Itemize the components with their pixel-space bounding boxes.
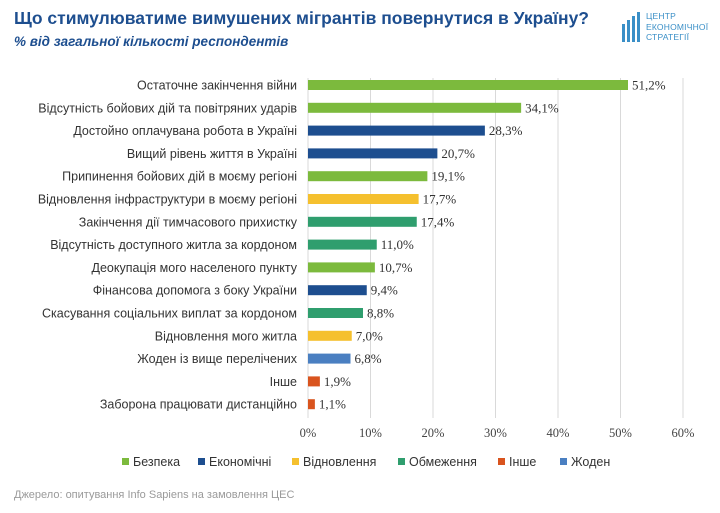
legend-label: Економічні [209,455,271,469]
category-label: Інше [270,375,297,389]
data-label: 10,7% [379,260,413,275]
legend-label: Відновлення [303,455,376,469]
x-tick-label: 10% [359,426,382,440]
data-label: 6,8% [355,351,382,366]
bar [308,399,315,410]
x-tick-label: 20% [422,426,445,440]
category-label: Закінчення дії тимчасового прихистку [79,215,298,229]
x-tick-label: 50% [609,426,632,440]
data-label: 1,9% [324,374,351,389]
logo-line: ЦЕНТР [646,11,676,21]
category-label: Відсутність бойових дій та повітряних уд… [38,101,297,115]
data-label: 51,2% [632,78,666,93]
x-tick-label: 30% [484,426,507,440]
legend-swatch [292,458,299,465]
bar [308,216,417,227]
bar [308,262,375,273]
data-label: 28,3% [489,123,523,138]
data-label: 17,4% [421,214,455,229]
bar [308,353,351,364]
category-label: Скасування соціальних виплат за кордоном [42,307,297,321]
legend-swatch [198,458,205,465]
category-label: Припинення бойових дій в моєму регіоні [62,170,297,184]
data-label: 34,1% [525,100,559,115]
bar [308,194,419,204]
category-label: Відсутність доступного житла за кордоном [50,238,297,252]
legend-label: Жоден [571,455,610,469]
source-note: Джерело: опитування Info Sapiens на замо… [14,489,295,501]
legend-swatch [398,458,405,465]
legend-swatch [122,458,129,465]
x-tick-label: 60% [672,426,695,440]
data-label: 1,1% [319,397,346,412]
x-tick-label: 40% [547,426,570,440]
x-tick-label: 0% [300,426,317,440]
bar [308,80,628,90]
bar [308,330,352,341]
data-label: 20,7% [441,146,475,161]
category-label: Відновлення інфраструктури в моєму регіо… [38,193,297,207]
bar [308,125,485,136]
data-label: 11,0% [381,237,414,252]
category-label: Жоден із вище перелічених [137,352,298,366]
category-label: Відновлення мого житла [155,329,297,343]
legend-swatch [560,458,567,465]
legend-swatch [498,458,505,465]
logo-text: ЦЕНТР ЕКОНОМІЧНОЇ СТРАТЕГІЇ [646,11,708,43]
legend-label: Інше [509,455,536,469]
data-label: 8,8% [367,306,394,321]
data-label: 9,4% [371,283,398,298]
category-label: Вищий рівень життя в Україні [127,147,297,161]
legend-label: Безпека [133,455,180,469]
category-label: Деокупація мого населеного пункту [92,261,298,275]
bar-chart: 0% 10% 20% 30% 40% 50% 60% Остаточне закінчення… [38,78,695,470]
chart-subtitle: % від загальної кількості респондентів [14,34,289,49]
ces-logo-icon [622,12,640,42]
category-label: Достойно оплачувана робота в Україні [73,124,297,138]
bar [308,171,428,182]
category-label: Фінансова допомога з боку України [93,284,297,298]
bar [308,148,438,159]
bar [308,102,522,113]
legend-label: Обмеження [409,455,477,469]
category-label: Заборона працювати дистанційно [100,398,297,412]
bar [308,308,363,318]
category-label: Остаточне закінчення війни [137,79,297,93]
data-label: 7,0% [356,328,383,343]
data-label: 19,1% [431,169,465,184]
bar [308,239,377,250]
bar [308,376,320,387]
logo-line: СТРАТЕГІЇ [646,32,690,42]
data-label: 17,7% [423,192,457,207]
bar [308,285,367,296]
chart-title: Що стимулюватиме вимушених мігрантів пов… [14,8,589,28]
logo-line: ЕКОНОМІЧНОЇ [646,21,709,32]
